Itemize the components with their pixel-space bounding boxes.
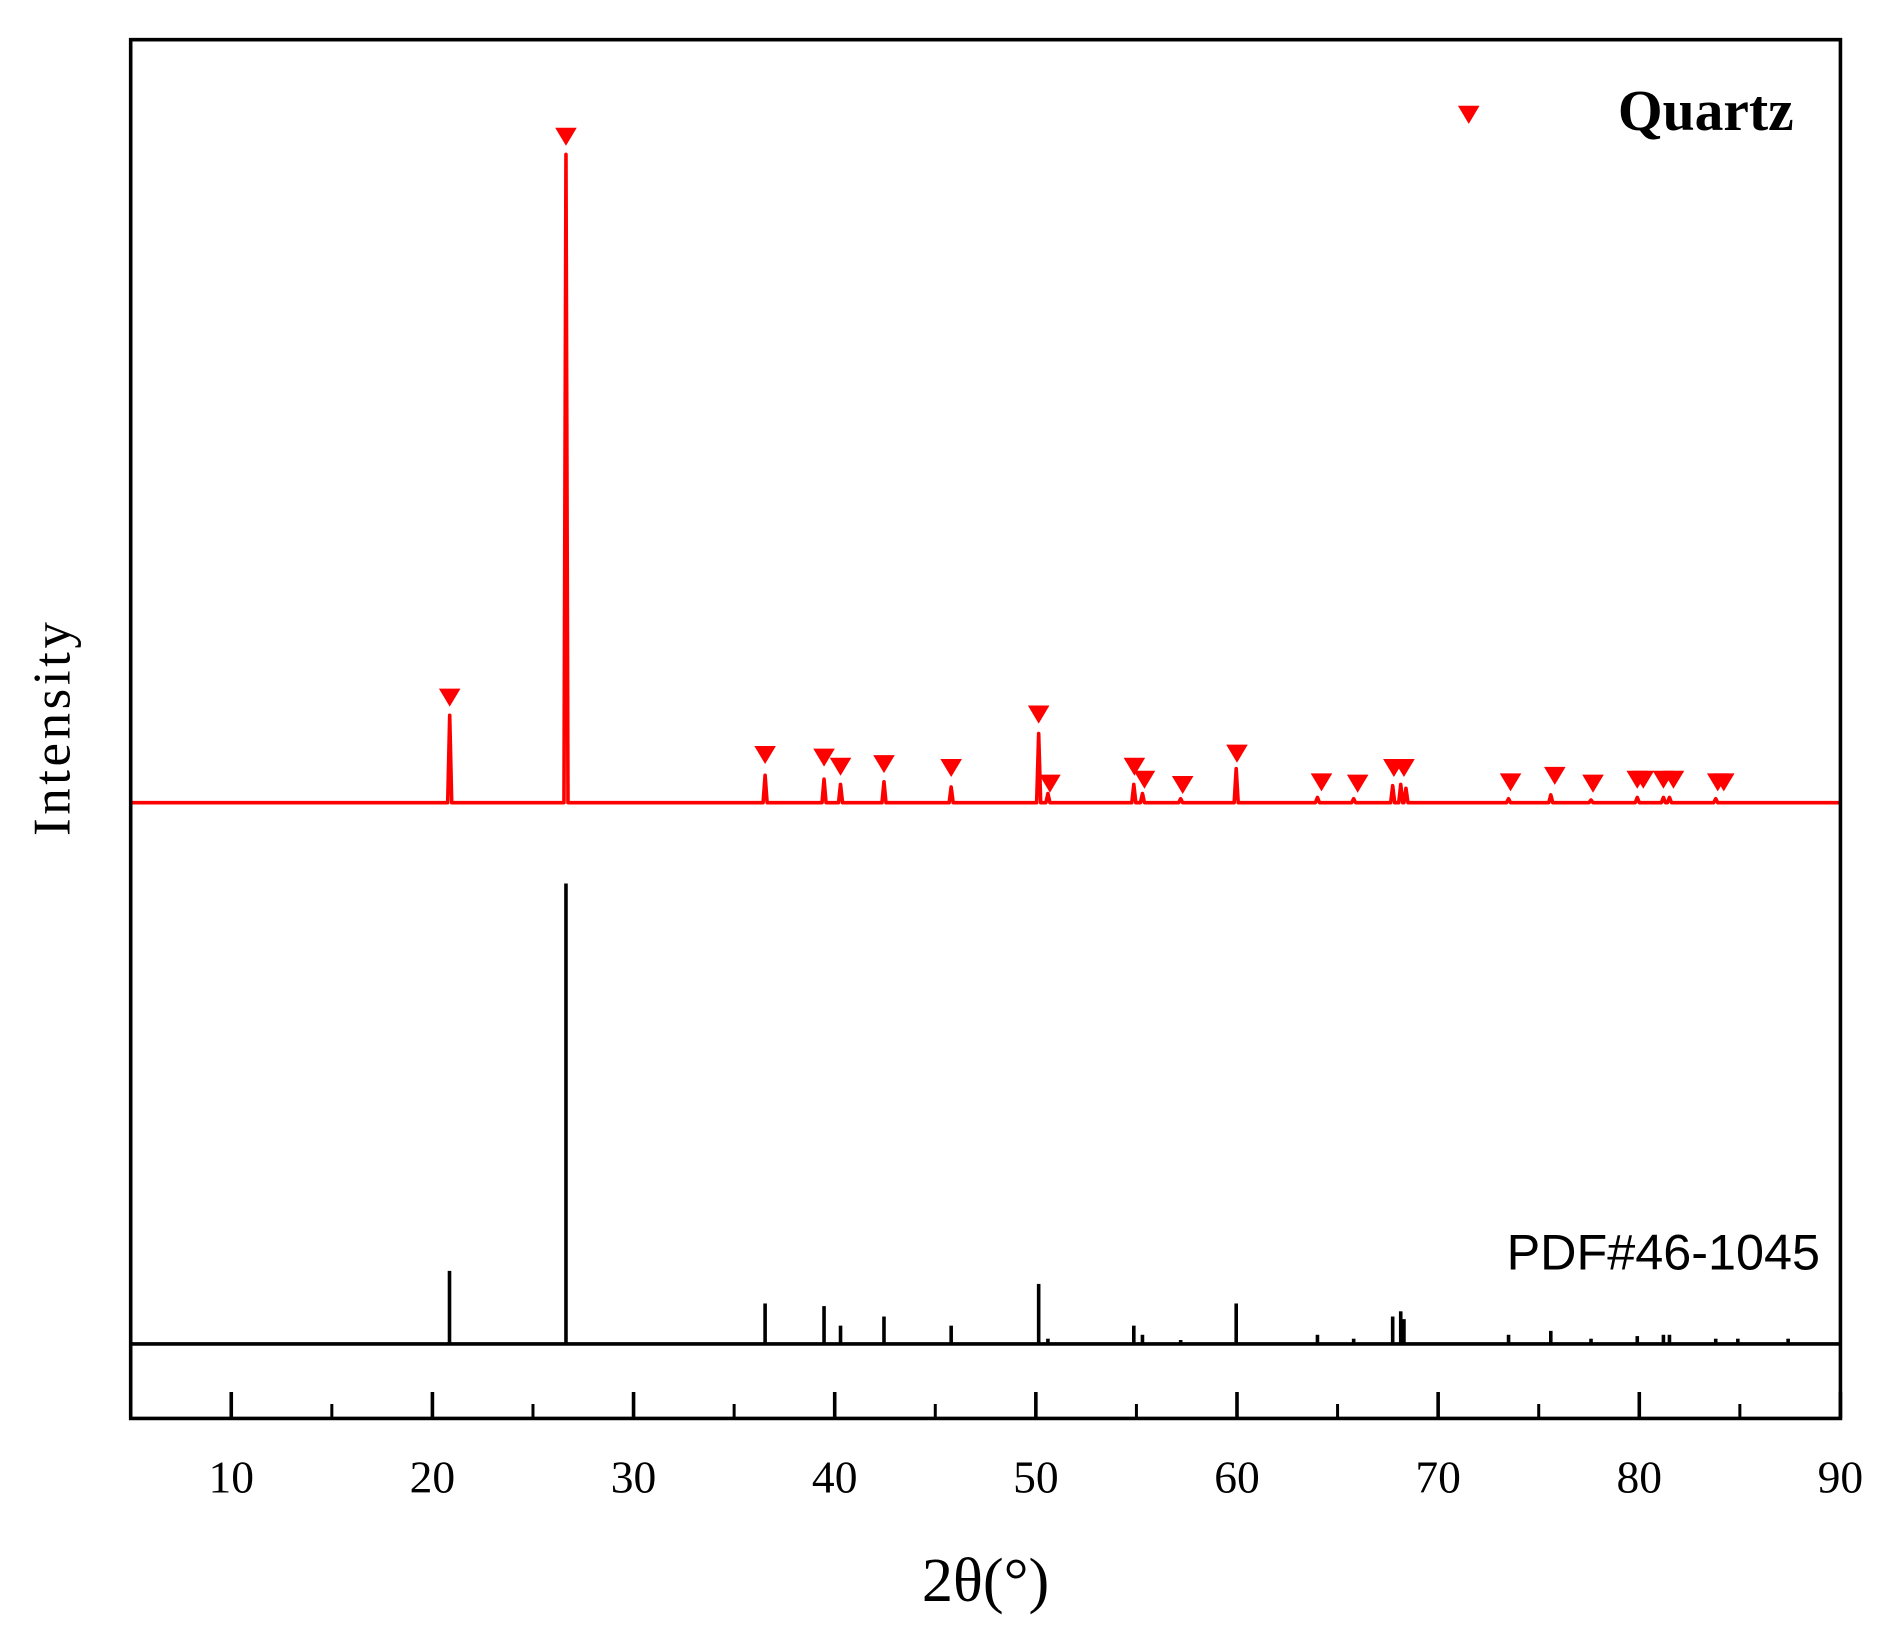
peak-marker [1582, 774, 1604, 793]
legend-label: Quartz [1618, 80, 1794, 143]
x-axis-label: 2θ(°) [922, 1545, 1049, 1615]
peak-marker [1393, 759, 1415, 778]
peak-marker [873, 755, 895, 774]
peak-marker [1632, 770, 1655, 789]
reference-label: PDF#46-1045 [1507, 1223, 1820, 1280]
peak-marker [1133, 770, 1156, 789]
legend-marker [1457, 105, 1480, 124]
x-tick-label: 80 [1617, 1452, 1663, 1503]
x-tick-label: 40 [812, 1452, 858, 1503]
peak-marker [1226, 744, 1248, 763]
peak-marker [1499, 773, 1522, 792]
x-tick-label: 70 [1415, 1452, 1461, 1503]
peak-marker [940, 759, 962, 778]
x-tick-label: 90 [1818, 1452, 1864, 1503]
peak-marker [1310, 773, 1333, 792]
peak-marker [1544, 766, 1566, 785]
peak-marker [1123, 757, 1146, 776]
y-axis-label: Intensity [24, 618, 82, 836]
peak-marker [1346, 774, 1369, 793]
x-tick-label: 60 [1214, 1452, 1260, 1503]
peak-marker [1662, 770, 1685, 789]
peak-marker [1039, 774, 1061, 793]
plot-frame [128, 37, 1843, 1421]
peak-marker [438, 688, 461, 707]
peak-marker [829, 757, 852, 776]
peak-marker [1171, 775, 1194, 795]
peak-marker [1712, 773, 1735, 792]
peak-marker [813, 748, 835, 767]
peak-marker [1027, 705, 1050, 724]
x-tick-label: 30 [611, 1452, 657, 1503]
peak-marker [555, 127, 577, 146]
x-tick-label: 20 [410, 1452, 456, 1503]
pattern-line [130, 152, 1841, 805]
x-tick-label: 10 [208, 1452, 254, 1503]
x-tick-label: 50 [1013, 1452, 1059, 1503]
peak-marker [754, 745, 776, 765]
